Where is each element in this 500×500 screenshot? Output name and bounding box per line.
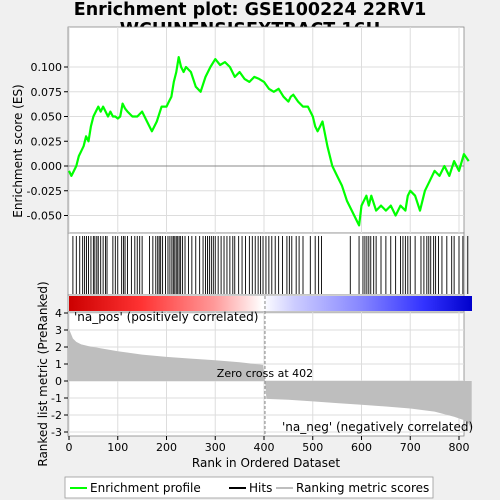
- legend-label-ranking: Ranking metric scores: [296, 481, 429, 495]
- x-tick-label: 300: [205, 441, 226, 454]
- legend-label-enrichment: Enrichment profile: [90, 481, 201, 495]
- es-y-tick-label: 0.100: [31, 61, 63, 74]
- es-y-tick-label: 0.050: [31, 111, 63, 124]
- metric-y-tick-label: 2: [55, 341, 62, 354]
- rank-color-bar: [69, 296, 472, 311]
- x-tick-label: 400: [254, 441, 275, 454]
- x-tick-label: 600: [351, 441, 372, 454]
- es-y-tick-label: -0.025: [27, 185, 62, 198]
- metric-y-tick-label: 0: [55, 375, 62, 388]
- legend: [64, 476, 434, 499]
- metric-y-tick-label: -3: [51, 426, 62, 439]
- x-tick-label: 200: [156, 441, 177, 454]
- es-y-axis: -0.050 -0.025 0.000 0.025 0.050 0.075 0.100: [27, 61, 68, 223]
- metric-y-tick-label: -1: [51, 392, 62, 405]
- metric-y-axis: -3 -2 -1 0 1 2 3 4: [51, 307, 68, 439]
- hit-markers: [72, 236, 469, 294]
- es-y-tick-label: 0.075: [31, 86, 63, 99]
- x-axis-label: Rank in Ordered Dataset: [192, 456, 340, 470]
- es-y-tick-label: 0.025: [31, 135, 63, 148]
- metric-y-tick-label: 4: [55, 307, 62, 320]
- legend-label-hits: Hits: [249, 481, 272, 495]
- x-tick-label: 700: [400, 441, 421, 454]
- zero-cross-annotation: Zero cross at 402: [217, 367, 313, 380]
- metric-y-axis-label: Ranked list metric (PreRanked): [36, 281, 50, 466]
- x-tick-label: 100: [107, 441, 128, 454]
- positive-correlation-label: 'na_pos' (positively correlated): [74, 310, 258, 324]
- enrichment-profile-line: [68, 55, 470, 227]
- metric-y-tick-label: 1: [55, 358, 62, 371]
- x-tick-label: 0: [66, 441, 73, 454]
- negative-correlation-label: 'na_neg' (negatively correlated): [282, 420, 473, 434]
- chart-title-line-1: Enrichment plot: GSE100224 22RV1: [73, 0, 427, 20]
- ranked-metric-area: [69, 329, 472, 431]
- x-tick-label: 500: [302, 441, 323, 454]
- enrichment-plot-area: [67, 26, 465, 234]
- x-tick-label: 800: [449, 441, 470, 454]
- metric-y-tick-label: 3: [55, 324, 62, 337]
- x-axis: 0 100 200 300 400 500 600 700 800: [66, 436, 470, 454]
- metric-y-tick-label: -2: [51, 409, 62, 422]
- es-y-tick-label: -0.050: [27, 210, 62, 223]
- es-y-tick-label: 0.000: [31, 160, 63, 173]
- es-y-axis-label: Enrichment score (ES): [11, 84, 25, 217]
